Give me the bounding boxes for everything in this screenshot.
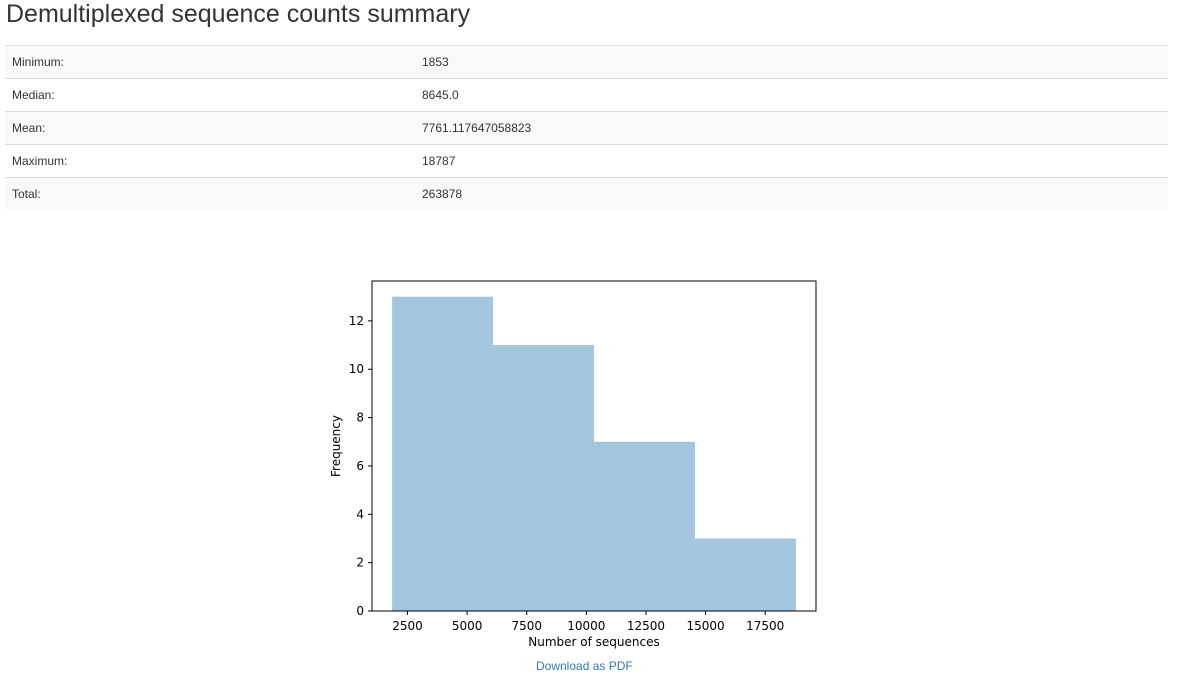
x-tick-label-0: 2500 xyxy=(392,619,423,633)
stat-label-total: Total: xyxy=(5,177,415,210)
y-tick-label-5: 10 xyxy=(349,362,364,376)
table-row: Mean: 7761.117647058823 xyxy=(5,111,1168,145)
table-row: Maximum: 18787 xyxy=(5,144,1168,178)
download-pdf-link[interactable]: Download as PDF xyxy=(536,659,633,673)
y-tick-label-6: 12 xyxy=(349,314,364,328)
x-tick-label-6: 17500 xyxy=(746,619,784,633)
stat-value-minimum: 1853 xyxy=(415,45,1168,79)
plot-frame xyxy=(371,280,817,612)
histogram-chart: 2500 5000 7500 10000 12500 15000 17500 0 2 4 6 8 10 1… xyxy=(329,280,817,649)
y-tick-label-0: 0 xyxy=(356,604,364,618)
table-row: Total: 263878 xyxy=(5,177,1168,210)
histogram-bar-2 xyxy=(594,441,695,611)
y-axis-label: Frequency xyxy=(329,415,343,477)
x-tick-label-1: 5000 xyxy=(452,619,483,633)
stat-value-total: 263878 xyxy=(415,177,1168,210)
x-tick-label-3: 10000 xyxy=(567,619,605,633)
table-row: Median: 8645.0 xyxy=(5,78,1168,112)
y-tick-label-4: 8 xyxy=(356,411,364,425)
x-tick-label-2: 7500 xyxy=(511,619,542,633)
page-title: Demultiplexed sequence counts summary xyxy=(6,0,471,28)
x-tick-label-4: 12500 xyxy=(627,619,665,633)
x-axis-label: Number of sequences xyxy=(528,635,659,649)
x-tick-label-5: 15000 xyxy=(687,619,725,633)
stat-value-maximum: 18787 xyxy=(415,144,1168,178)
stat-value-median: 8645.0 xyxy=(415,78,1168,112)
stat-label-minimum: Minimum: xyxy=(5,45,415,79)
stat-label-mean: Mean: xyxy=(5,111,415,145)
y-tick-label-2: 4 xyxy=(356,507,364,521)
stat-label-maximum: Maximum: xyxy=(5,144,415,178)
y-tick-label-3: 6 xyxy=(356,459,364,473)
stat-label-median: Median: xyxy=(5,78,415,112)
histogram-bar-0 xyxy=(392,296,494,611)
histogram-bar-1 xyxy=(493,345,594,611)
summary-table: Minimum: 1853 Median: 8645.0 Mean: 7761.… xyxy=(5,45,1168,210)
histogram-bar-3 xyxy=(694,538,796,611)
stat-value-mean: 7761.117647058823 xyxy=(415,111,1168,145)
y-tick-label-1: 2 xyxy=(356,556,364,570)
table-row: Minimum: 1853 xyxy=(5,45,1168,79)
